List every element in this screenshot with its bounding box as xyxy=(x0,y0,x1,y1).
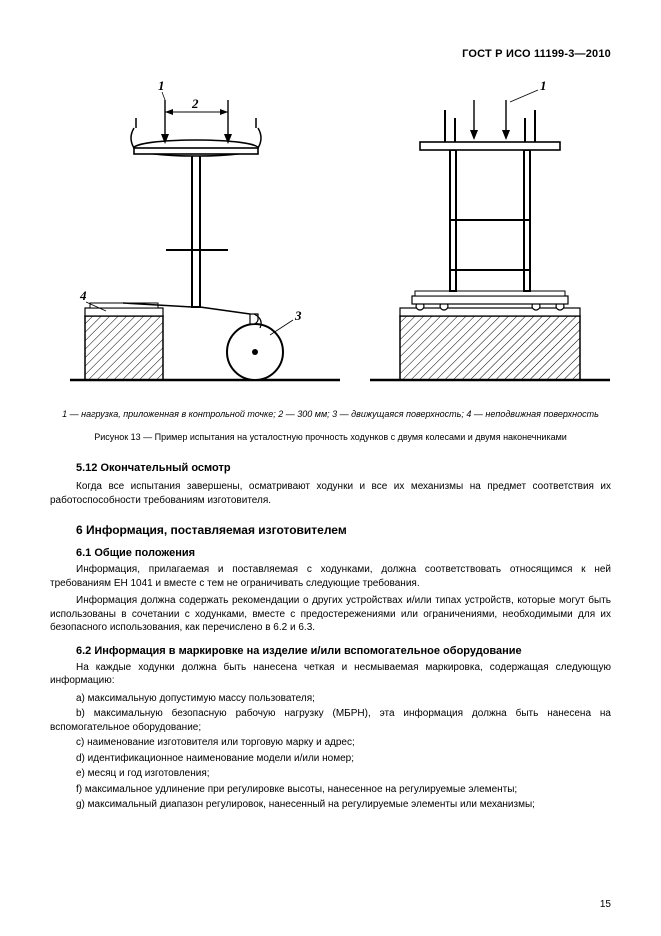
item-c: c) наименование изготовителя или торгову… xyxy=(76,736,611,750)
figure-13-svg: 4 3 xyxy=(50,70,611,400)
section-6-2-title: 6.2 Информация в маркировке на изделие и… xyxy=(76,645,611,657)
legend-2: 2 — 300 мм; xyxy=(278,409,329,419)
callout-2: 2 xyxy=(191,96,199,111)
item-d: d) идентификационное наименование модели… xyxy=(76,752,611,766)
figure-13: 4 3 xyxy=(50,70,611,400)
section-6-1-title: 6.1 Общие положения xyxy=(76,547,611,559)
callout-1-right: 1 xyxy=(540,78,547,93)
callout-4: 4 xyxy=(79,288,87,303)
page-number: 15 xyxy=(600,899,611,910)
section-6-1-para2: Информация должна содержать рекомендации… xyxy=(50,594,611,635)
section-6-1-para1: Информация, прилагаемая и поставляемая с… xyxy=(50,563,611,590)
figure-legend: 1 — нагрузка, приложенная в контрольной … xyxy=(61,408,601,420)
figure-caption: Рисунок 13 — Пример испытания на усталос… xyxy=(50,432,611,442)
legend-4: 4 — неподвижная поверхность xyxy=(466,409,598,419)
item-a: a) максимальную допустимую массу пользов… xyxy=(76,692,611,706)
section-6-2-para: На каждые ходунки должна быть нанесена ч… xyxy=(50,661,611,688)
item-g: g) максимальный диапазон регулировок, на… xyxy=(76,798,611,812)
legend-3: 3 — движущаяся поверхность; xyxy=(332,409,464,419)
callout-3: 3 xyxy=(294,308,302,323)
section-5-12-title: 5.12 Окончательный осмотр xyxy=(76,462,611,474)
section-5-12-para: Когда все испытания завершены, осматрива… xyxy=(50,480,611,507)
item-b: b) максимальную безопасную рабочую нагру… xyxy=(50,707,611,734)
page: ГОСТ Р ИСО 11199-3—2010 4 xyxy=(0,0,661,936)
item-f: f) максимальное удлинение при регулировк… xyxy=(76,783,611,797)
document-id-header: ГОСТ Р ИСО 11199-3—2010 xyxy=(50,48,611,60)
legend-1: 1 — нагрузка, приложенная в контрольной … xyxy=(62,409,276,419)
callout-1-left: 1 xyxy=(158,78,165,93)
section-6-title: 6 Информация, поставляемая изготовителем xyxy=(76,523,611,537)
item-e: e) месяц и год изготовления; xyxy=(76,767,611,781)
